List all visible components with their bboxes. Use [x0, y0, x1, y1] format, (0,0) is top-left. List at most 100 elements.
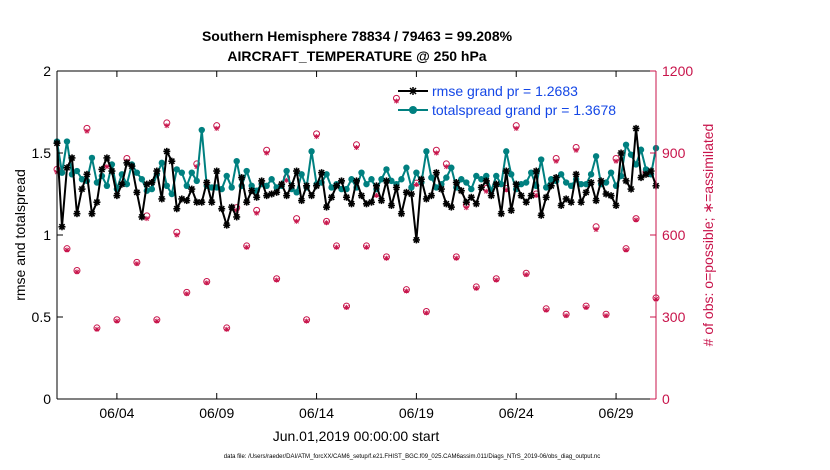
obs-assimilated-point-47 — [523, 272, 529, 278]
rmse-point-23 — [168, 157, 176, 165]
rmse-point-113 — [617, 149, 625, 157]
rmse-point-6 — [83, 170, 91, 178]
obs-assimilated-point-2 — [74, 269, 80, 275]
rmse-point-21 — [158, 195, 166, 203]
rmse-point-118 — [642, 170, 650, 178]
rmse-point-78 — [442, 200, 450, 208]
rmse-point-103 — [567, 198, 575, 206]
x-axis-label: Jun.01,2019 00:00:00 start — [273, 428, 440, 444]
rmse-point-63 — [367, 198, 375, 206]
obs-assimilated-point-32 — [373, 192, 379, 198]
y-tick-label-2: 1 — [43, 227, 51, 243]
obs-assimilated-point-11 — [164, 123, 170, 129]
obs-assimilated-point-26 — [314, 134, 320, 140]
obs-assimilated-point-5 — [104, 164, 110, 170]
obs-assimilated-point-46 — [513, 125, 519, 131]
rmse-point-52 — [313, 182, 321, 190]
rmse-point-20 — [153, 167, 161, 175]
rmse-point-99 — [547, 182, 555, 190]
spread-point-116 — [632, 161, 640, 168]
obs-assimilated-point-50 — [553, 158, 559, 164]
rmse-point-10 — [103, 154, 111, 162]
obs-assimilated-point-24 — [294, 218, 300, 224]
spread-point-102 — [562, 179, 570, 186]
rmse-point-60 — [353, 177, 360, 185]
spread-point-90 — [503, 148, 510, 155]
rmse-point-76 — [432, 169, 440, 177]
rmse-point-53 — [318, 169, 326, 177]
obs-assimilated-point-10 — [154, 318, 160, 324]
y-tick-label-3: 1.5 — [32, 145, 52, 161]
spread-point-81 — [458, 176, 465, 183]
rmse-point-89 — [497, 210, 505, 218]
rmse-point-101 — [557, 201, 565, 209]
rmse-point-66 — [382, 177, 390, 185]
obs-assimilated-point-35 — [403, 288, 409, 294]
rmse-point-93 — [517, 192, 525, 200]
spread-point-83 — [468, 185, 475, 193]
spread-point-5 — [78, 176, 86, 183]
rmse-point-9 — [98, 165, 106, 173]
obs-assimilated-point-39 — [443, 164, 449, 170]
spread-point-103 — [567, 182, 575, 189]
rmse-point-13 — [118, 180, 126, 188]
spread-point-35 — [228, 184, 235, 191]
rmse-point-24 — [173, 205, 181, 213]
spread-point-114 — [622, 141, 630, 148]
rmse-point-105 — [577, 198, 585, 206]
obs-assimilated-point-21 — [264, 150, 270, 156]
obs-assimilated-point-15 — [204, 280, 210, 286]
rmse-point-114 — [622, 177, 630, 185]
rmse-point-57 — [338, 177, 346, 185]
rmse-point-97 — [537, 211, 545, 219]
rmse-point-49 — [298, 197, 306, 205]
rmse-point-32 — [213, 167, 221, 175]
rmse-point-38 — [243, 198, 251, 206]
obs-assimilated-point-13 — [184, 291, 190, 297]
y2-tick-label-1: 300 — [662, 309, 686, 325]
spread-point-63 — [368, 176, 375, 183]
spread-point-28 — [193, 177, 200, 185]
chart-title: Southern Hemisphere 78834 / 79463 = 99.2… — [202, 28, 513, 44]
y-tick-label-4: 2 — [43, 63, 51, 79]
rmse-point-81 — [457, 187, 465, 195]
y2-tick-label-4: 1200 — [662, 63, 693, 79]
y-tick-label-0: 0 — [43, 391, 51, 407]
rmse-point-68 — [392, 183, 400, 191]
rmse-point-2 — [63, 164, 71, 172]
rmse-point-64 — [372, 182, 380, 190]
spread-point-34 — [223, 172, 230, 180]
rmse-point-106 — [582, 188, 590, 196]
spread-point-4 — [73, 167, 81, 175]
rmse-point-107 — [587, 179, 595, 187]
spread-point-21 — [158, 159, 166, 167]
spread-point-16 — [133, 169, 141, 176]
spread-point-115 — [627, 151, 635, 158]
legend-rmse-marker — [409, 87, 417, 95]
x-tick-label-0: 06/04 — [99, 405, 134, 421]
rmse-point-47 — [288, 182, 296, 190]
spread-point-1 — [58, 169, 66, 176]
rmse-point-18 — [143, 180, 151, 188]
obs-layer — [53, 94, 660, 332]
obs-assimilated-point-44 — [493, 277, 499, 283]
rmse-point-40 — [253, 193, 261, 201]
spread-point-93 — [518, 180, 525, 188]
x-tick-label-4: 06/24 — [499, 405, 534, 421]
obs-assimilated-point-51 — [563, 313, 569, 319]
obs-assimilated-point-56 — [613, 158, 619, 164]
spread-point-24 — [173, 166, 180, 173]
rmse-point-46 — [283, 192, 291, 200]
spread-point-89 — [498, 180, 505, 188]
rmse-point-45 — [278, 180, 286, 188]
rmse-point-102 — [562, 195, 570, 203]
obs-assimilated-point-20 — [254, 210, 260, 216]
spread-point-25 — [178, 169, 185, 176]
rmse-point-11 — [108, 167, 116, 175]
spread-point-79 — [448, 164, 455, 171]
rmse-point-112 — [612, 201, 620, 209]
rmse-point-58 — [343, 193, 351, 201]
spread-point-51 — [308, 148, 315, 155]
spread-point-82 — [463, 179, 470, 186]
